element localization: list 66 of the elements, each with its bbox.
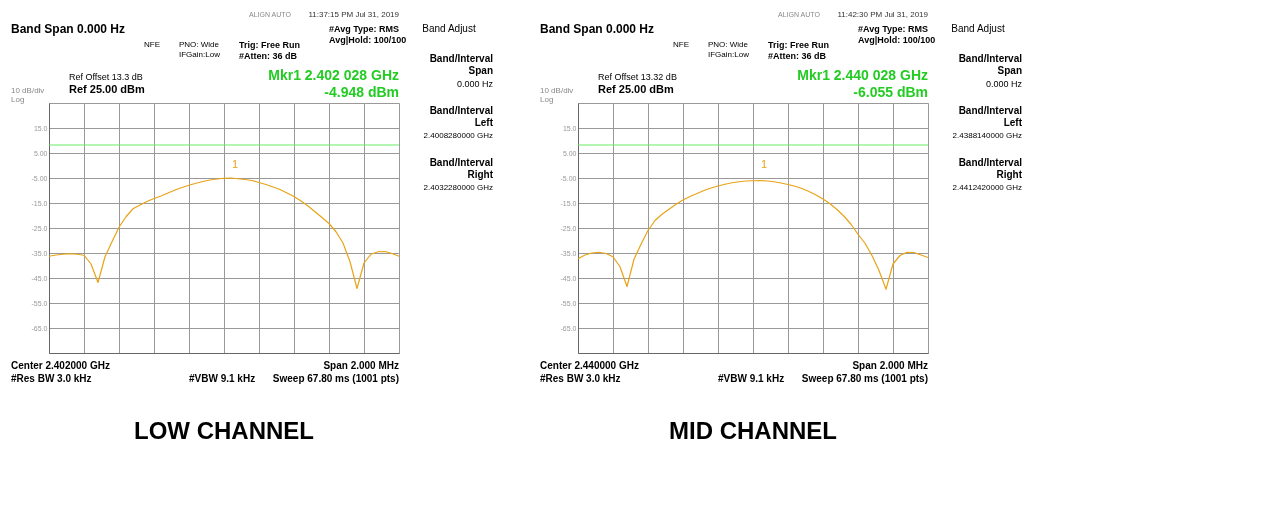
- text: MID CHANNEL: [669, 417, 837, 444]
- text: 2.4388140000 GHz: [952, 131, 1022, 140]
- text: Center 2.440000 GHz: [540, 360, 639, 371]
- text: Ref Offset 13.32 dB: [598, 72, 677, 82]
- line-series: [48, 177, 400, 290]
- text: #Avg Type: RMS: [329, 24, 400, 34]
- text: 11:37:15 PM Jul 31, 2019: [308, 10, 400, 19]
- line-series: [577, 179, 929, 290]
- text: IFGain:Low: [708, 50, 750, 59]
- text: Right: [996, 169, 1023, 180]
- text: 10 dB/div: [540, 86, 574, 95]
- text: Mkr1 2.402 028 GHz: [268, 67, 399, 83]
- text: Span 2.000 MHz: [852, 360, 928, 371]
- text: #Avg Type: RMS: [858, 24, 929, 34]
- text: 2.4412420000 GHz: [952, 183, 1022, 192]
- text: Sweep 67.80 ms (1001 pts): [801, 373, 928, 384]
- text: NFE: [144, 40, 160, 49]
- text: #Res BW 3.0 kHz: [11, 373, 92, 384]
- text: Ref 25.00 dBm: [598, 83, 675, 95]
- text: Span 2.000 MHz: [323, 360, 399, 371]
- text: Left: [1003, 117, 1023, 128]
- text: NFE: [673, 40, 689, 49]
- text: #Atten: 36 dB: [239, 51, 298, 61]
- text: Mkr1 2.440 028 GHz: [797, 67, 928, 83]
- text: #Res BW 3.0 kHz: [540, 373, 621, 384]
- text: -6.055 dBm: [853, 84, 928, 100]
- text: Log: [11, 95, 25, 104]
- text: Band/Interval: [958, 157, 1023, 168]
- text: Band/Interval: [958, 53, 1023, 64]
- text: 10 dB/div: [11, 86, 45, 95]
- text: Trig: Free Run: [768, 40, 830, 50]
- text: Span: [997, 65, 1022, 76]
- text: #Atten: 36 dB: [768, 51, 827, 61]
- text: Band/Interval: [429, 53, 494, 64]
- text: Band Adjust: [951, 23, 1005, 34]
- annotation: 1: [232, 158, 239, 170]
- annotation: 1: [761, 158, 768, 170]
- text: 0.000 Hz: [456, 79, 494, 89]
- text: Span: [468, 65, 493, 76]
- text: Band/Interval: [958, 105, 1023, 116]
- text: #VBW 9.1 kHz: [718, 373, 785, 384]
- text: 0.000 Hz: [985, 79, 1023, 89]
- text: Band Span 0.000 Hz: [540, 22, 655, 36]
- text: Band Span 0.000 Hz: [11, 22, 126, 36]
- text: #VBW 9.1 kHz: [189, 373, 256, 384]
- text: Trig: Free Run: [239, 40, 301, 50]
- text: Sweep 67.80 ms (1001 pts): [272, 373, 399, 384]
- text: Band/Interval: [429, 105, 494, 116]
- text: Ref Offset 13.3 dB: [69, 72, 143, 82]
- text: Right: [467, 169, 494, 180]
- text: Band/Interval: [429, 157, 494, 168]
- text: Left: [474, 117, 494, 128]
- text: LOW CHANNEL: [134, 417, 314, 444]
- text: 2.4008280000 GHz: [423, 131, 493, 140]
- text: Avg|Hold: 100/100: [329, 35, 407, 45]
- text: -4.948 dBm: [324, 84, 399, 100]
- text: 2.4032280000 GHz: [423, 183, 493, 192]
- text: Center 2.402000 GHz: [11, 360, 110, 371]
- text: Ref 25.00 dBm: [69, 83, 146, 95]
- text: IFGain:Low: [179, 50, 221, 59]
- text: PNO: Wide: [708, 40, 749, 49]
- text: PNO: Wide: [179, 40, 220, 49]
- text: Avg|Hold: 100/100: [858, 35, 936, 45]
- text: Band Adjust: [422, 23, 476, 34]
- text: 11:42:30 PM Jul 31, 2019: [837, 10, 929, 19]
- text: Log: [540, 95, 554, 104]
